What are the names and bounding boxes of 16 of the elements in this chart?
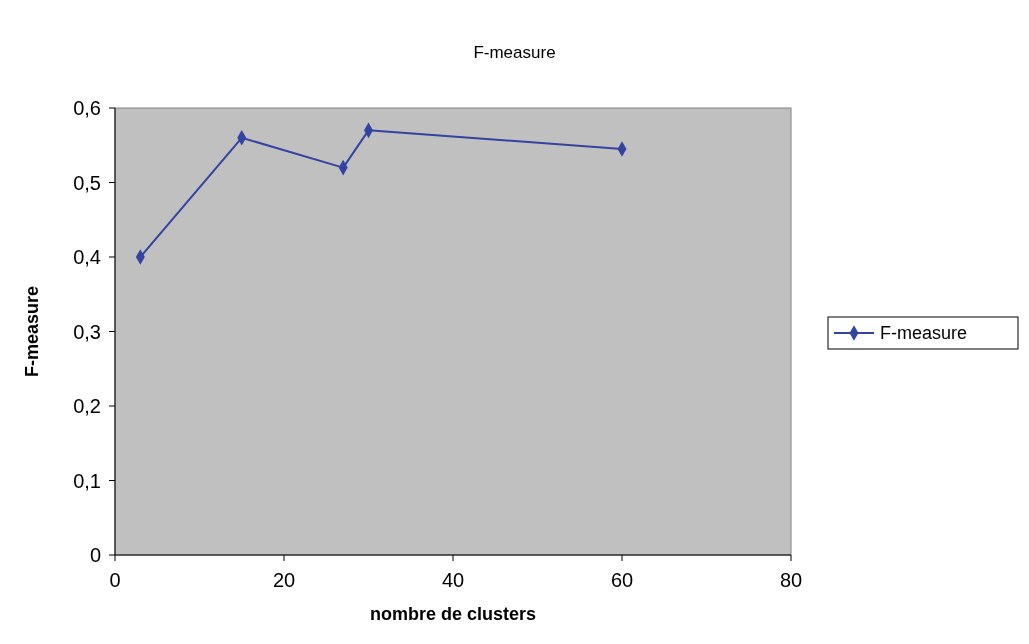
x-tick-label: 20	[272, 569, 296, 591]
x-tick-label: 0	[109, 569, 121, 591]
x-tick-label: 80	[779, 569, 803, 591]
y-tick-label: 0,6	[73, 97, 101, 119]
y-axis-title: F-measure	[22, 285, 42, 378]
y-tick-label: 0,1	[73, 469, 101, 492]
y-tick-label: 0,4	[73, 246, 101, 268]
x-tick-label: 40	[441, 569, 465, 591]
x-tick-label: 60	[610, 569, 634, 591]
legend-label: F-measure	[880, 323, 968, 344]
chart-title: F-measure	[473, 43, 556, 62]
y-tick-label: 0,5	[73, 171, 101, 194]
y-tick-label: 0,2	[73, 395, 101, 417]
y-tick-label: 0	[89, 544, 101, 566]
x-axis-title: nombre de clusters	[369, 604, 537, 624]
y-tick-label: 0,3	[73, 320, 101, 343]
